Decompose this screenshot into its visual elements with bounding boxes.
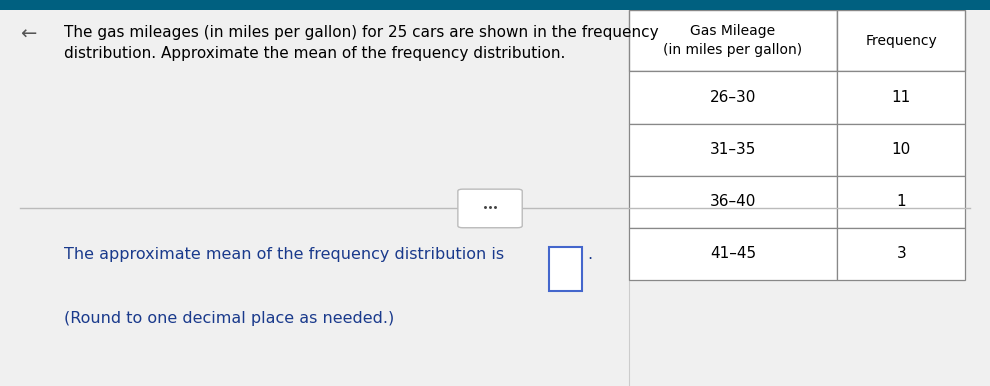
Text: .: . (587, 247, 592, 262)
Bar (838, 124, 965, 176)
Text: (Round to one decimal place as needed.): (Round to one decimal place as needed.) (64, 311, 395, 326)
Bar (838, 228, 965, 280)
Bar (629, 228, 838, 280)
Bar (629, 176, 838, 228)
Bar (629, 10, 990, 386)
Text: 1: 1 (897, 194, 906, 209)
Bar (629, 10, 838, 71)
Text: 10: 10 (892, 142, 911, 157)
Text: 31–35: 31–35 (710, 142, 756, 157)
FancyBboxPatch shape (457, 189, 523, 228)
Text: 11: 11 (892, 90, 911, 105)
Text: •••: ••• (482, 204, 498, 213)
Text: The gas mileages (in miles per gallon) for 25 cars are shown in the frequency
di: The gas mileages (in miles per gallon) f… (64, 25, 659, 61)
Bar (0, 0, 990, 10)
Text: The approximate mean of the frequency distribution is: The approximate mean of the frequency di… (64, 247, 505, 262)
Bar (629, 71, 838, 124)
Bar (838, 71, 965, 124)
Bar (549, 247, 582, 291)
Text: ←: ← (20, 25, 37, 44)
Bar (629, 124, 838, 176)
Text: Frequency: Frequency (865, 34, 938, 47)
Bar (838, 10, 965, 71)
Text: 3: 3 (896, 246, 906, 261)
Text: 26–30: 26–30 (710, 90, 756, 105)
Bar (0, 10, 629, 386)
Text: 41–45: 41–45 (710, 246, 756, 261)
Text: 36–40: 36–40 (710, 194, 756, 209)
Bar (838, 176, 965, 228)
Text: Gas Mileage
(in miles per gallon): Gas Mileage (in miles per gallon) (663, 24, 803, 57)
